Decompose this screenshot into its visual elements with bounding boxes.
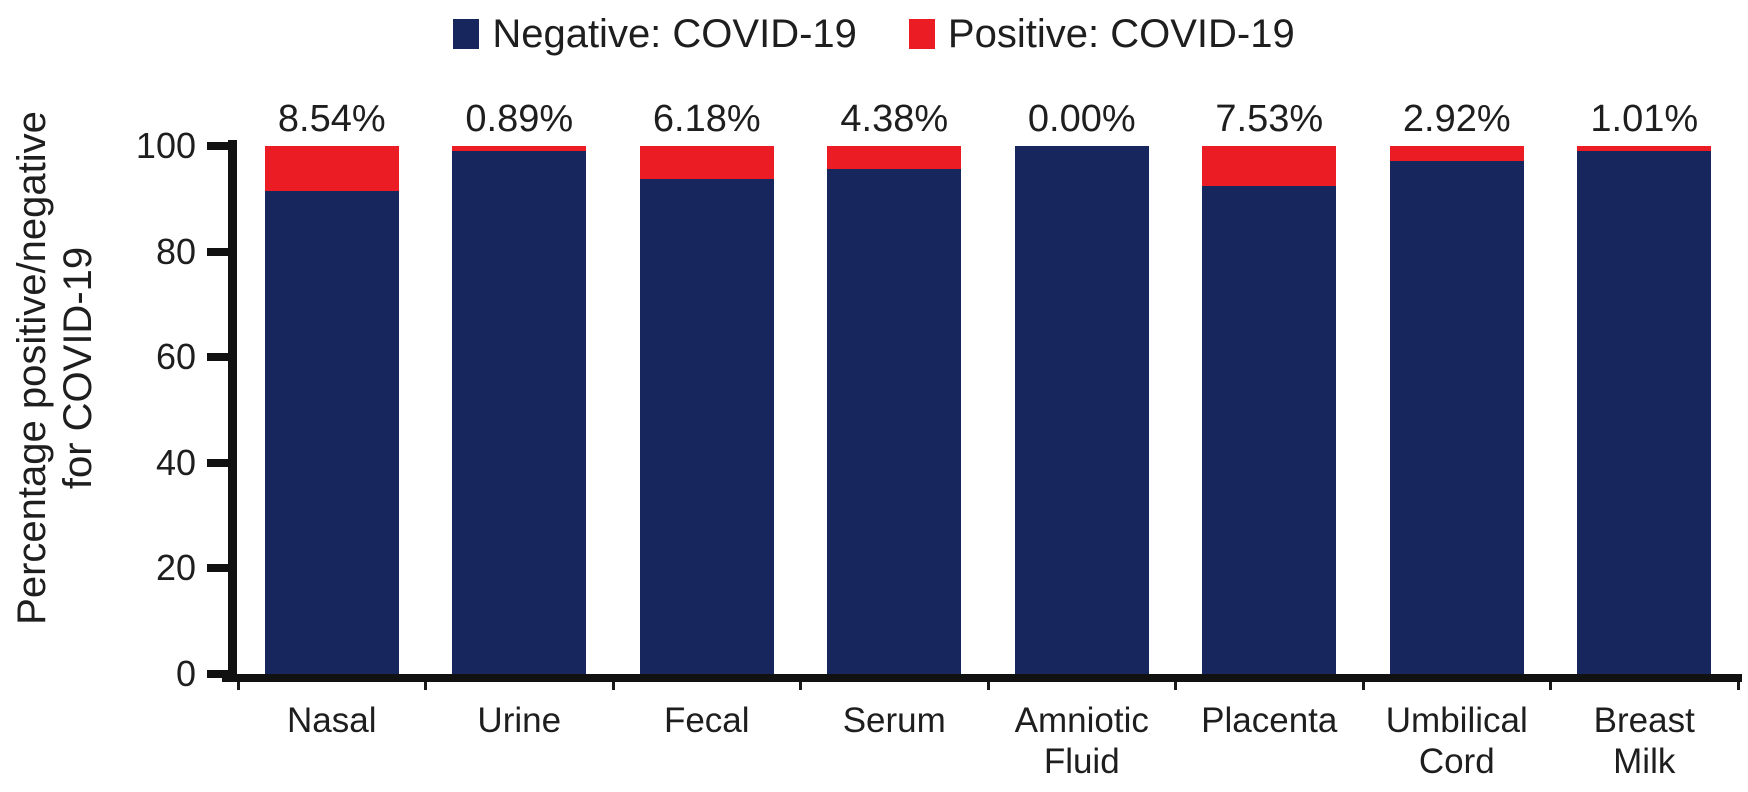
x-axis-line <box>222 674 1742 682</box>
chart-legend: Negative: COVID-19 Positive: COVID-19 <box>0 10 1748 58</box>
x-axis-category-label: Amniotic Fluid <box>1014 701 1149 781</box>
y-axis-line <box>228 140 237 682</box>
legend-item-negative: Negative: COVID-19 <box>453 12 857 56</box>
bar-column <box>264 146 399 674</box>
bar-column <box>827 146 962 674</box>
bar-value-label: 4.38% <box>840 98 949 140</box>
legend-swatch-icon <box>453 19 480 49</box>
y-axis-tick-mark <box>207 670 237 678</box>
bar-value-label: 8.54% <box>277 98 386 140</box>
category-boundary-tick <box>799 682 802 690</box>
bar-value-label: 2.92% <box>1402 98 1511 140</box>
bar-column <box>1389 146 1524 674</box>
bar-segment-positive <box>452 146 587 151</box>
x-axis-category-label: Nasal <box>287 701 377 740</box>
y-axis-title-line: Percentage positive/negative <box>10 111 54 625</box>
y-axis-tick-mark <box>207 458 237 467</box>
bar-value-label: 0.00% <box>1027 98 1136 140</box>
y-axis-tick-label: 20 <box>155 547 196 589</box>
y-axis-tick-mark <box>207 353 237 362</box>
category-boundary-tick <box>611 682 615 690</box>
bar-segment-negative <box>827 169 962 674</box>
y-axis-tick-label: 100 <box>135 125 196 166</box>
legend-label: Negative: COVID-19 <box>492 12 857 56</box>
bar-segment-negative <box>1014 146 1149 674</box>
bar-segment-positive <box>1202 146 1337 186</box>
bar-column <box>1577 146 1712 674</box>
bar-value-label: 1.01% <box>1590 98 1699 140</box>
bar-segment-negative <box>452 150 587 674</box>
bar-segment-positive <box>827 146 962 170</box>
x-axis-category-label: Umbilical Cord <box>1385 701 1528 781</box>
x-axis-category-label: Urine <box>477 701 562 740</box>
legend-label: Positive: COVID-19 <box>947 12 1295 56</box>
bar-value-label: 0.89% <box>465 98 574 140</box>
bar-segment-positive <box>1389 146 1524 162</box>
bar-segment-negative <box>1389 161 1524 674</box>
bar-segment-positive <box>1577 146 1712 152</box>
bar-segment-positive <box>639 146 774 179</box>
bar-segment-negative <box>264 191 399 674</box>
bar-segment-positive <box>264 146 399 192</box>
legend-item-positive: Positive: COVID-19 <box>908 12 1295 56</box>
bar-segment-negative <box>1202 185 1337 674</box>
y-axis-tick-label: 0 <box>175 653 196 694</box>
y-axis-tick-label: 80 <box>155 230 196 272</box>
x-axis-category-label: Breast Milk <box>1593 701 1695 781</box>
bar-value-label: 7.53% <box>1215 98 1324 140</box>
y-axis-tick-mark <box>207 564 237 573</box>
bar-column <box>1202 146 1337 674</box>
category-boundary-tick <box>1174 682 1177 690</box>
y-axis-tick-mark <box>207 247 237 256</box>
y-axis-tick-label: 60 <box>155 336 196 378</box>
legend-swatch-icon <box>908 19 935 49</box>
x-axis-category-label: Placenta <box>1201 701 1338 740</box>
category-boundary-tick <box>1736 682 1740 690</box>
category-boundary-tick <box>986 682 990 690</box>
bar-column <box>452 146 587 674</box>
category-boundary-tick <box>1361 682 1365 690</box>
category-boundary-tick <box>236 682 240 690</box>
x-axis-category-label: Serum <box>842 701 946 740</box>
bar-column <box>639 146 774 674</box>
category-boundary-tick <box>424 682 427 690</box>
bar-segment-negative <box>1577 151 1712 674</box>
category-boundary-tick <box>1549 682 1552 690</box>
bar-column <box>1014 146 1149 674</box>
y-axis-tick-mark <box>207 142 237 150</box>
bar-value-label: 6.18% <box>652 98 761 140</box>
y-axis-tick-label: 40 <box>155 441 196 483</box>
x-axis-category-label: Fecal <box>663 701 750 740</box>
bar-segment-negative <box>639 178 774 674</box>
